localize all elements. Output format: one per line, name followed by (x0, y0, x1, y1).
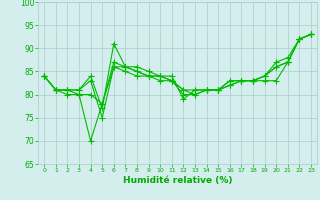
X-axis label: Humidité relative (%): Humidité relative (%) (123, 176, 232, 185)
